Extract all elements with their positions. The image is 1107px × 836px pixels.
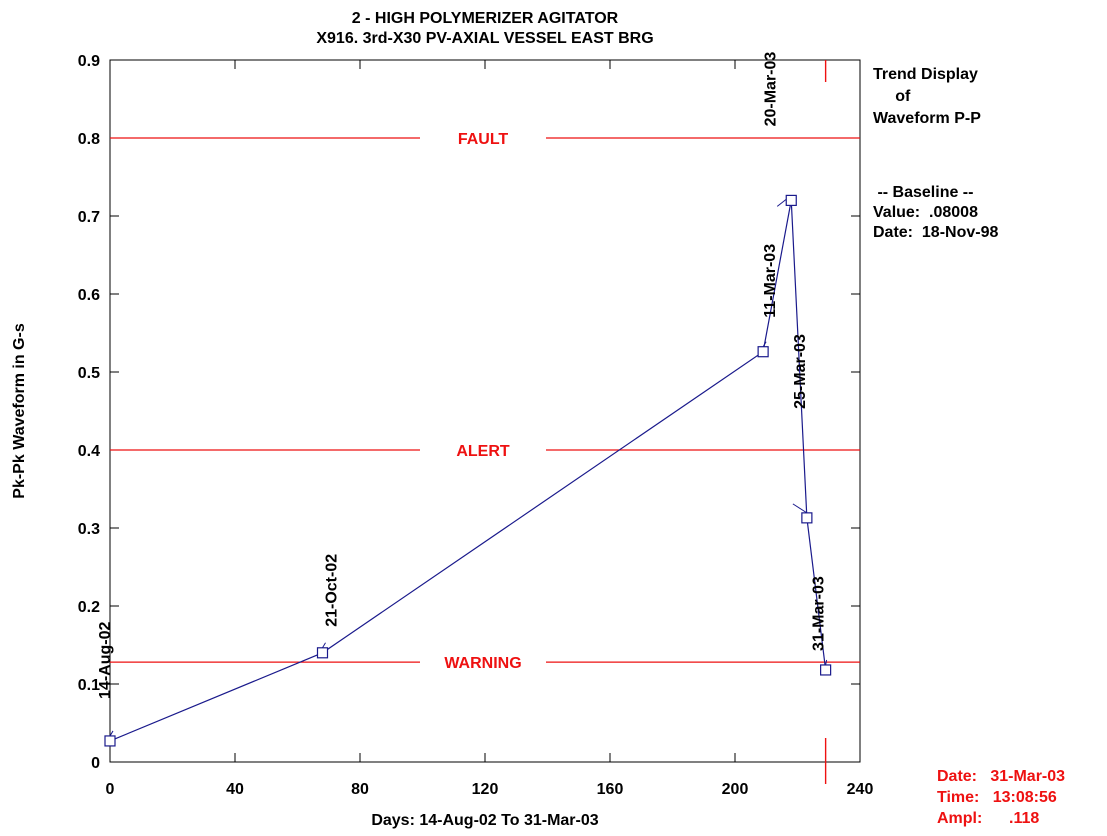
point-leader-line: [109, 730, 114, 737]
data-point-label: 25-Mar-03: [792, 334, 809, 409]
data-point-marker: [316, 647, 329, 659]
point-leader-line: [762, 341, 767, 347]
data-point-marker: [820, 664, 832, 676]
data-point-label: 31-Mar-03: [811, 576, 828, 651]
x-tick-label: 40: [226, 781, 244, 798]
x-tick-label: 120: [472, 781, 499, 798]
x-tick-label: 240: [847, 781, 874, 798]
y-tick-label: 0.8: [78, 131, 100, 148]
y-tick-label: 0.7: [78, 209, 100, 226]
x-tick-label: 200: [722, 781, 749, 798]
y-tick-label: 0.9: [78, 53, 100, 70]
point-leader-line: [825, 659, 828, 666]
side-heading-line2: of: [873, 88, 911, 105]
cursor-date: Date: 31-Mar-03: [937, 768, 1066, 785]
y-tick-label: 0: [91, 755, 100, 772]
data-point-label: 20-Mar-03: [762, 52, 779, 127]
y-tick-label: 0.5: [78, 365, 100, 382]
y-tick-label: 0.6: [78, 287, 100, 304]
fault-threshold-label: FAULT: [458, 131, 509, 148]
point-leader-line: [322, 642, 326, 649]
cursor-time: Time: 13:08:56: [937, 789, 1057, 806]
chart-subtitle: X916. 3rd-X30 PV-AXIAL VESSEL EAST BRG: [316, 30, 653, 47]
baseline-title: -- Baseline --: [873, 184, 974, 201]
side-heading-line1: Trend Display: [873, 66, 978, 83]
warning-threshold-label: WARNING: [444, 655, 521, 672]
chart-title: 2 - HIGH POLYMERIZER AGITATOR: [352, 10, 619, 27]
series-line: [109, 200, 827, 742]
data-point-marker: [801, 512, 813, 524]
x-tick-label: 80: [351, 781, 369, 798]
data-point-label: 14-Aug-02: [97, 621, 114, 698]
y-tick-label: 0.1: [78, 677, 100, 694]
data-point-marker: [785, 194, 797, 206]
side-heading-line3: Waveform P-P: [873, 110, 981, 127]
point-leader-line: [792, 503, 808, 514]
x-tick-label: 0: [106, 781, 115, 798]
data-point-marker: [757, 346, 769, 358]
y-tick-label: 0.4: [78, 443, 100, 460]
data-point-label: 21-Oct-02: [324, 554, 341, 627]
data-point-label: 11-Mar-03: [762, 244, 779, 318]
baseline-date: Date: 18-Nov-98: [873, 224, 999, 241]
alert-threshold-label: ALERT: [456, 443, 510, 460]
y-axis-label: Pk-Pk Waveform in G-s: [11, 323, 28, 499]
cursor-ampl: Ampl: .118: [937, 810, 1040, 827]
x-tick-label: 160: [597, 781, 624, 798]
baseline-value: Value: .08008: [873, 204, 978, 221]
y-tick-label: 0.2: [78, 599, 100, 616]
x-axis-label: Days: 14-Aug-02 To 31-Mar-03: [371, 812, 598, 829]
data-point-marker: [104, 735, 116, 747]
y-tick-label: 0.3: [78, 521, 100, 538]
